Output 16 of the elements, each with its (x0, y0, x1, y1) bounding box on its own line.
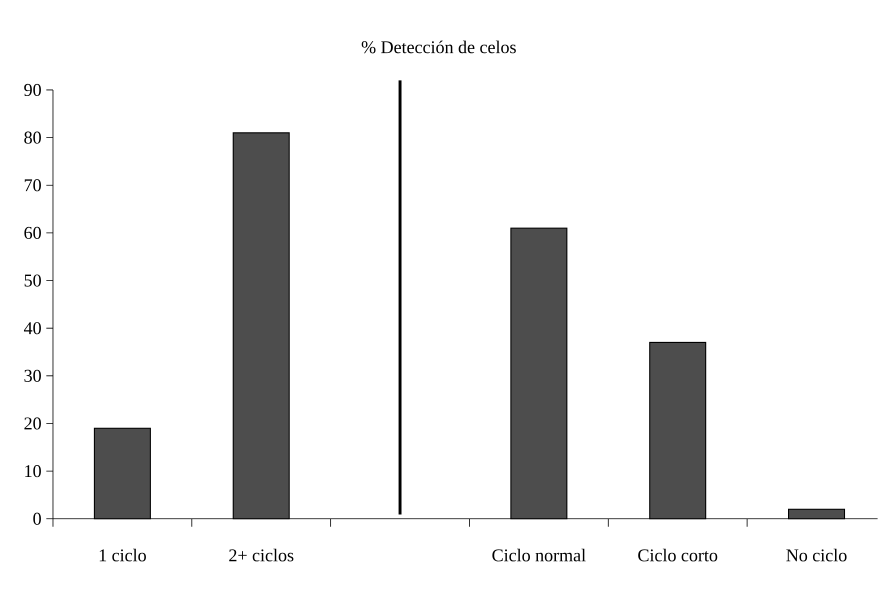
y-tick-label: 20 (24, 418, 41, 430)
y-tick-label: 50 (24, 274, 41, 287)
y-tick-label: 10 (25, 465, 41, 478)
y-tick-label: 0 (33, 512, 41, 525)
y-tick-label: 80 (24, 132, 41, 144)
y-tick-label: 30 (24, 370, 41, 382)
x-tick-label: Ciclo normal (492, 548, 586, 562)
y-tick-label: 90 (24, 84, 41, 96)
x-tick-label: 1 ciclo (100, 548, 146, 562)
y-tick-label: 70 (24, 179, 41, 192)
x-tick-label: 2+ ciclos (229, 548, 294, 562)
x-tick-label: Ciclo corto (638, 548, 718, 562)
x-tick-label: No ciclo (786, 548, 847, 562)
y-tick-label: 40 (24, 322, 41, 334)
y-tick-label: 60 (24, 226, 41, 240)
chart-title: % Detección de celos (362, 40, 516, 54)
